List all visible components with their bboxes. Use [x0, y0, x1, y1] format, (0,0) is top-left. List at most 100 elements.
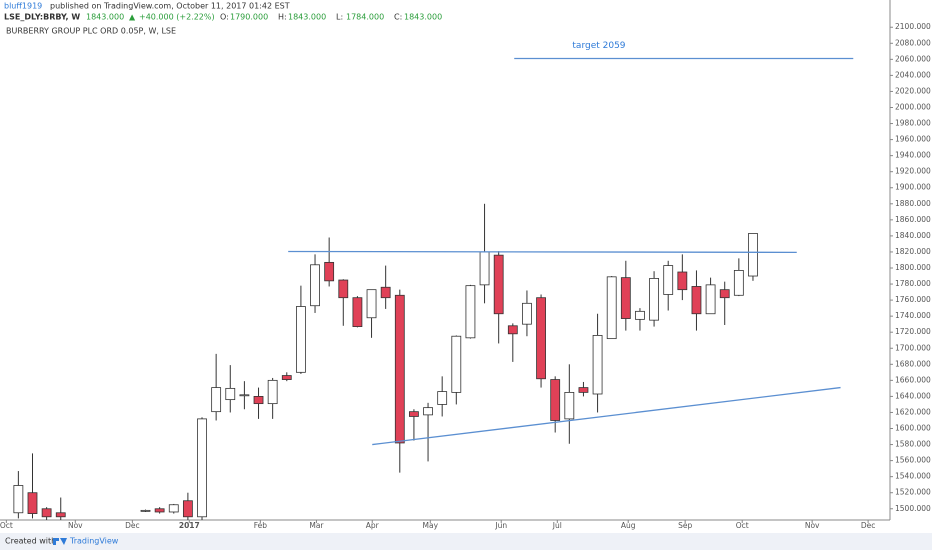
x-tick-label: Aug: [621, 521, 636, 530]
candle-body: [522, 302, 532, 325]
candle-body: [733, 270, 744, 296]
arrow: ▲: [129, 13, 136, 22]
candle-body: [677, 271, 688, 291]
y-tick-label: 1760.000: [895, 295, 931, 304]
candle-body: [55, 512, 66, 518]
candle-body: [366, 289, 377, 319]
candle-body: [606, 276, 617, 340]
y-tick-label: 1780.000: [895, 279, 931, 288]
candle-body: [479, 251, 490, 286]
candle-body: [663, 265, 674, 295]
y-tick-label: 1880.000: [895, 199, 931, 208]
x-tick-label: Oct: [736, 521, 749, 530]
candle-body: [394, 294, 405, 444]
candle-body: [550, 379, 561, 421]
footer-brand[interactable]: TradingView: [69, 537, 119, 546]
candle-body: [705, 284, 716, 315]
y-tick-label: 2020.000: [895, 86, 931, 95]
candle-body: [507, 325, 518, 335]
trend-line: [372, 386, 841, 446]
candle-body: [168, 504, 179, 513]
y-tick-label: 1980.000: [895, 119, 931, 128]
x-tick-label: Jul: [552, 521, 562, 530]
field-label: C:: [394, 13, 402, 22]
chart-title: BURBERRY GROUP PLC ORD 0.05P, W, LSE: [6, 27, 176, 36]
candle-body: [578, 387, 589, 393]
x-tick-label: Feb: [254, 521, 268, 530]
y-tick-label: 2100.000: [895, 22, 931, 31]
candle-body: [536, 297, 546, 380]
candle-body: [338, 279, 349, 299]
x-tick-label: Apr: [366, 521, 380, 530]
candle-body: [140, 509, 151, 512]
candle-body: [27, 492, 38, 514]
y-tick-label: 1840.000: [895, 231, 931, 240]
candle-body: [281, 375, 292, 380]
y-tick-label: 2080.000: [895, 38, 931, 47]
x-tick-label: Nov: [805, 521, 820, 530]
last-price: 1843.000: [86, 13, 124, 22]
candle-body: [239, 394, 250, 397]
x-tick-label: Nov: [68, 521, 83, 530]
candle-body: [296, 306, 306, 373]
candle-body: [691, 286, 702, 315]
y-tick-label: 1800.000: [895, 263, 931, 272]
candle-body: [564, 391, 575, 420]
x-tick-label: May: [423, 521, 439, 530]
y-tick-label: 1560.000: [895, 456, 931, 465]
y-tick-label: 2060.000: [895, 54, 931, 63]
y-tick-label: 1580.000: [895, 440, 931, 449]
y-tick-label: 1680.000: [895, 359, 931, 368]
candle-body: [620, 277, 631, 319]
candle-body: [649, 278, 659, 321]
x-tick-label: Jun: [494, 521, 507, 530]
field-value: 1843.000: [288, 13, 326, 22]
candle-body: [635, 310, 645, 320]
y-tick-label: 1820.000: [895, 247, 931, 256]
y-tick-label: 1540.000: [895, 472, 931, 481]
annotation: target 2059: [572, 41, 625, 51]
y-tick-label: 1700.000: [895, 343, 931, 352]
y-tick-label: 1720.000: [895, 327, 931, 336]
y-tick-label: 1500.000: [895, 504, 931, 513]
x-tick-label: Sep: [678, 521, 692, 530]
y-tick-label: 1900.000: [895, 183, 931, 192]
published: published on TradingView.com, October 11…: [50, 2, 290, 11]
y-tick-label: 1940.000: [895, 151, 931, 160]
y-tick-label: 1600.000: [895, 424, 931, 433]
y-tick-label: 1620.000: [895, 407, 931, 416]
x-tick-label: Dec: [861, 521, 876, 530]
x-tick-label: Mar: [309, 521, 324, 530]
change: +40.000 (+2.22%): [139, 13, 215, 22]
candle-body: [592, 335, 603, 395]
candle-body: [451, 335, 462, 393]
footer-bar: [0, 533, 932, 550]
logo: [53, 538, 67, 545]
field-label: H:: [278, 13, 287, 22]
author[interactable]: bluff1919: [4, 2, 42, 11]
candle-body: [13, 485, 24, 514]
footer-text: Created with: [5, 537, 56, 546]
y-tick-label: 1520.000: [895, 488, 931, 497]
symbol: LSE_DLY:BRBY, W: [4, 13, 80, 22]
candle-body: [182, 500, 193, 518]
candle-body: [465, 285, 476, 339]
x-tick-label: Dec: [125, 521, 140, 530]
candle-body: [493, 254, 504, 315]
y-tick-label: 1660.000: [895, 375, 931, 384]
field-value: 1790.000: [230, 13, 268, 22]
y-tick-label: 1640.000: [895, 391, 931, 400]
candle-body: [154, 508, 165, 513]
candle-body: [253, 396, 264, 405]
candle-body: [310, 264, 320, 307]
candle-body: [41, 508, 52, 518]
y-tick-label: 2040.000: [895, 70, 931, 79]
candle-body: [324, 261, 335, 282]
candle-body: [423, 407, 433, 416]
candle-body: [409, 411, 419, 417]
field-value: 1843.000: [404, 13, 442, 22]
candle-body: [267, 379, 278, 405]
x-tick-label: 2017: [179, 521, 200, 530]
